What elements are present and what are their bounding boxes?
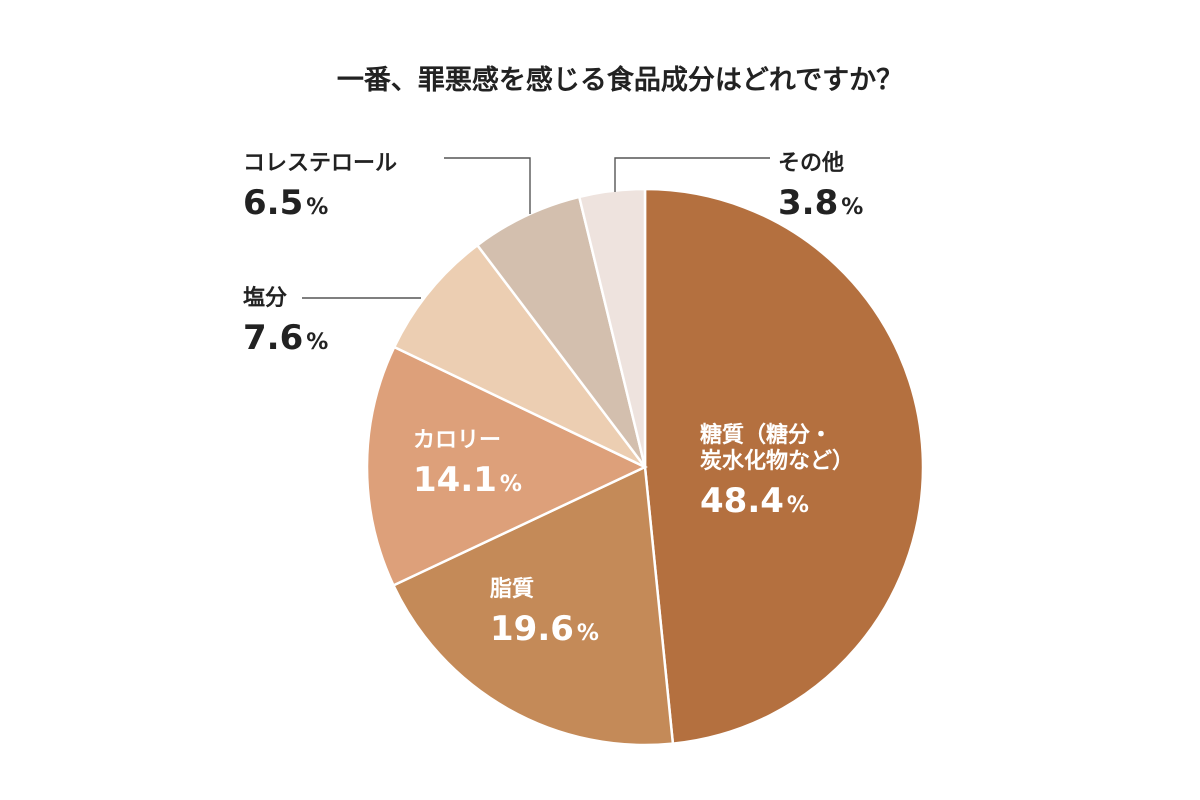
chart-title: 一番、罪悪感を感じる食品成分はどれですか？: [337, 64, 903, 96]
slice-value-label: 6.5%: [243, 183, 328, 223]
slice-value-label: 3.8%: [778, 183, 863, 223]
slice-label: その他: [778, 151, 844, 176]
slice-value-label: 14.1%: [413, 460, 522, 500]
pie-slice: [577, 187, 647, 468]
pie-slice: [643, 187, 925, 745]
slice-label: カロリー: [413, 428, 501, 453]
slice-label: 糖質（糖分・: [700, 422, 832, 448]
slice-label: 炭水化物など）: [700, 448, 854, 474]
pie-slice: [475, 195, 647, 468]
slice-value-label: 7.6%: [243, 318, 328, 358]
pie-slice: [365, 345, 648, 588]
slice-value-label: 19.6%: [490, 609, 599, 649]
pie-slice: [391, 465, 675, 747]
slice-label: 塩分: [243, 285, 287, 311]
leader-line: [614, 157, 770, 192]
slice-value-label: 48.4%: [700, 481, 809, 521]
slice-label: 脂質: [490, 576, 534, 602]
leader-lines-layer: [302, 157, 770, 299]
labels-layer: 糖質（糖分・炭水化物など） 48.4 % 脂質 19.6 % カロリー 14.1 % 塩分 7.6%…: [243, 151, 863, 649]
slice-label: コレステロール: [243, 151, 397, 176]
leader-line: [444, 157, 531, 214]
pie-slice: [392, 243, 646, 469]
slices-layer: [365, 187, 925, 747]
